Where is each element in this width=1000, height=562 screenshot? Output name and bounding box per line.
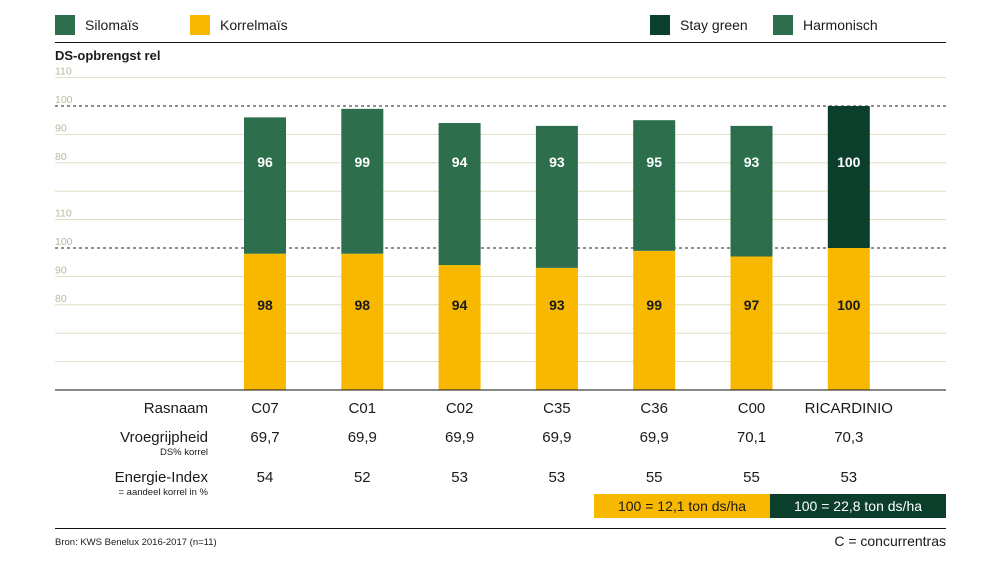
lower-tick-label: 90	[55, 264, 67, 276]
legend-swatch-harmonisch	[773, 15, 793, 35]
silo-bar-C35	[535, 125, 578, 268]
silo-value-label: 93	[744, 154, 760, 170]
korrel-bar-C36	[633, 250, 676, 390]
lower-tick-label: 80	[55, 293, 67, 305]
legend-label-korrelmais: Korrelmaïs	[220, 17, 288, 33]
korrel-value-label: 99	[646, 297, 662, 313]
vroegrijpheid-label: Vroegrijpheid	[120, 429, 208, 446]
korrel-bar-C07	[244, 253, 286, 390]
korrel-bar-C01	[341, 253, 384, 390]
energie-index-cell: 54	[256, 469, 274, 486]
korrel-value-label: 100	[837, 297, 861, 313]
rasnaam-cell: RICARDINIO	[804, 400, 893, 417]
vroegrijpheid-sublabel: DS% korrel	[159, 447, 208, 458]
gridlines: 110 100 90 80 110 100 90 80	[55, 66, 946, 363]
vroegrijpheid-cell: 69,9	[347, 429, 377, 446]
source-note: Bron: KWS Benelux 2016-2017 (n=11)	[55, 537, 217, 548]
korrel-bar-C02	[438, 265, 481, 390]
energie-index-cell: 55	[743, 469, 760, 486]
silo-bar-C36	[633, 120, 676, 251]
korrel-base-box: 100 = 12,1 ton ds/ha	[594, 494, 770, 518]
legend-label-stay-green: Stay green	[680, 17, 748, 33]
rasnaam-cell: C07	[251, 400, 279, 417]
legend-swatch-korrelmais	[190, 15, 210, 35]
legend-stay-green: Stay green	[650, 15, 748, 35]
legend-label-harmonisch: Harmonisch	[803, 17, 878, 33]
silo-bar-C00	[730, 125, 773, 257]
top-rule	[55, 42, 946, 43]
rasnaam-cell: C01	[348, 400, 377, 417]
korrel-value-label: 97	[744, 297, 760, 313]
upper-tick-label: 100	[55, 94, 73, 106]
korrel-bar-C00	[730, 256, 773, 390]
rasnaam-label: Rasnaam	[143, 400, 208, 417]
rasnaam-cell: C36	[640, 400, 668, 417]
korrel-value-label: 98	[257, 297, 273, 313]
silo-value-label: 94	[452, 154, 468, 170]
bars-group: 96 98 99 98 94 94 93 93 95 99 93 97 100 100	[244, 106, 870, 390]
lower-tick-label: 100	[55, 236, 73, 248]
energie-index-cell: 53	[840, 469, 858, 486]
vroegrijpheid-cell: 70,3	[834, 429, 864, 446]
korrel-value-label: 93	[549, 297, 565, 313]
upper-tick-label: 80	[55, 151, 67, 163]
rasnaam-cell: C00	[737, 400, 766, 417]
energie-index-cell: 55	[645, 469, 663, 486]
energie-index-label: Energie-Index	[114, 469, 208, 486]
legend-swatch-stay-green	[650, 15, 670, 35]
legend-silomais: Silomaïs	[55, 15, 139, 35]
silo-bar-C07	[244, 117, 286, 254]
vroegrijpheid-cell: 69,9	[542, 429, 572, 446]
silo-value-label: 96	[257, 154, 273, 170]
korrel-bar-C35	[535, 267, 578, 390]
energie-index-cell: 53	[548, 469, 566, 486]
korrel-value-label: 98	[355, 297, 371, 313]
silo-bar-C02	[438, 123, 481, 266]
upper-tick-label: 110	[55, 66, 72, 78]
rasnaam-cell: C02	[445, 400, 474, 417]
silo-bar-C01	[341, 108, 384, 254]
energie-index-cell: 52	[353, 469, 371, 486]
vroegrijpheid-cell: 69,9	[444, 429, 475, 446]
vroegrijpheid-cell: 70,1	[736, 429, 767, 446]
upper-tick-label: 90	[55, 122, 67, 134]
bottom-rule	[55, 528, 946, 529]
silo-value-label: 100	[837, 154, 861, 170]
legend-harmonisch: Harmonisch	[773, 15, 878, 35]
legend-label-silomais: Silomaïs	[85, 17, 139, 33]
vroegrijpheid-cell: 69,7	[250, 429, 280, 446]
vroegrijpheid-cell: 69,9	[639, 429, 669, 446]
silo-value-label: 99	[355, 154, 371, 170]
silo-value-label: 93	[549, 154, 565, 170]
legend-korrelmais: Korrelmaïs	[190, 15, 288, 35]
energie-index-sublabel: = aandeel korrel in %	[118, 487, 208, 498]
korrel-bar-RICARDINIO	[827, 248, 870, 390]
chart-title: DS-opbrengst rel	[55, 48, 161, 63]
silo-base-box: 100 = 22,8 ton ds/ha	[770, 494, 946, 518]
legend-note: C = concurrentras	[834, 533, 946, 549]
rasnaam-cell: C35	[543, 400, 571, 417]
korrel-value-label: 94	[452, 297, 468, 313]
silo-value-label: 95	[646, 154, 662, 170]
lower-tick-label: 110	[55, 208, 72, 220]
energie-index-cell: 53	[451, 469, 468, 486]
legend-swatch-silomais	[55, 15, 75, 35]
silo-bar-RICARDINIO	[827, 106, 870, 248]
